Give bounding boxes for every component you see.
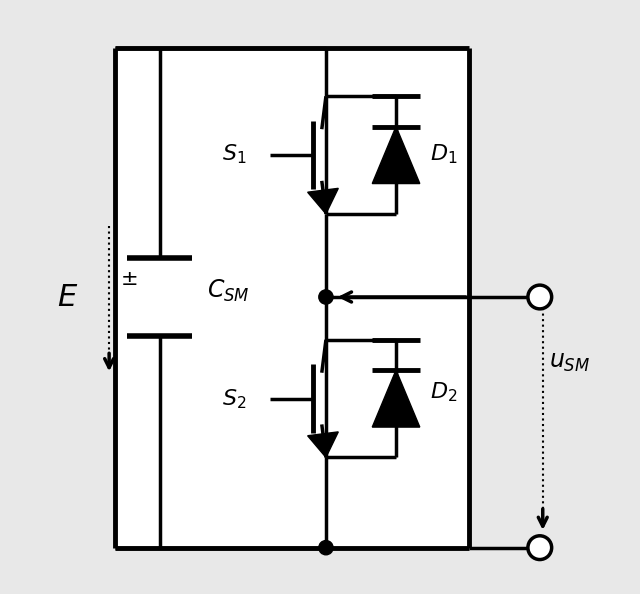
Text: $\pm$: $\pm$ xyxy=(120,269,138,289)
Text: $S_2$: $S_2$ xyxy=(221,387,246,411)
Circle shape xyxy=(528,285,552,309)
Circle shape xyxy=(528,536,552,560)
Circle shape xyxy=(319,290,333,304)
Text: $C_{SM}$: $C_{SM}$ xyxy=(207,278,250,304)
Polygon shape xyxy=(308,432,339,457)
Polygon shape xyxy=(372,127,420,184)
Text: $D_2$: $D_2$ xyxy=(430,380,457,404)
Text: $D_1$: $D_1$ xyxy=(430,143,458,166)
Text: $E$: $E$ xyxy=(57,282,78,312)
Polygon shape xyxy=(372,370,420,427)
Polygon shape xyxy=(308,188,339,214)
Polygon shape xyxy=(115,48,468,548)
Text: $u_{SM}$: $u_{SM}$ xyxy=(548,351,590,374)
Circle shape xyxy=(319,541,333,555)
Text: $S_1$: $S_1$ xyxy=(221,143,246,166)
